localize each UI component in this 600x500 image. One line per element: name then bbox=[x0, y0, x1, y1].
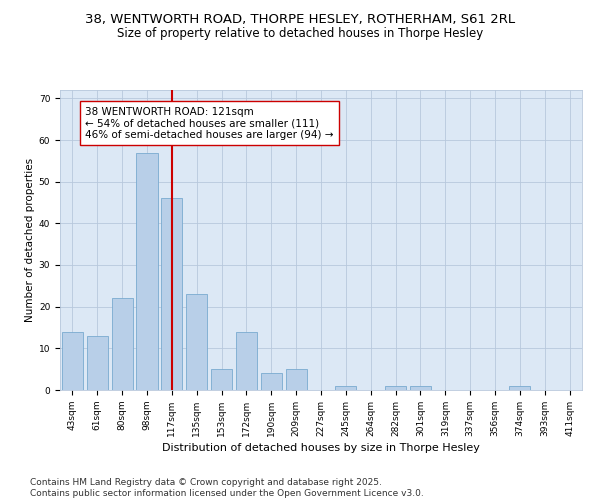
Bar bbox=[236, 332, 257, 390]
Bar bbox=[410, 386, 431, 390]
Bar bbox=[335, 386, 356, 390]
Bar bbox=[261, 374, 282, 390]
Bar bbox=[87, 336, 108, 390]
Bar bbox=[211, 369, 232, 390]
Bar bbox=[186, 294, 207, 390]
Bar bbox=[509, 386, 530, 390]
X-axis label: Distribution of detached houses by size in Thorpe Hesley: Distribution of detached houses by size … bbox=[162, 443, 480, 453]
Bar bbox=[112, 298, 133, 390]
Bar bbox=[385, 386, 406, 390]
Text: Size of property relative to detached houses in Thorpe Hesley: Size of property relative to detached ho… bbox=[117, 28, 483, 40]
Text: 38, WENTWORTH ROAD, THORPE HESLEY, ROTHERHAM, S61 2RL: 38, WENTWORTH ROAD, THORPE HESLEY, ROTHE… bbox=[85, 12, 515, 26]
Y-axis label: Number of detached properties: Number of detached properties bbox=[25, 158, 35, 322]
Text: Contains HM Land Registry data © Crown copyright and database right 2025.
Contai: Contains HM Land Registry data © Crown c… bbox=[30, 478, 424, 498]
Text: 38 WENTWORTH ROAD: 121sqm
← 54% of detached houses are smaller (111)
46% of semi: 38 WENTWORTH ROAD: 121sqm ← 54% of detac… bbox=[85, 106, 334, 140]
Bar bbox=[161, 198, 182, 390]
Bar bbox=[62, 332, 83, 390]
Bar bbox=[136, 152, 158, 390]
Bar bbox=[286, 369, 307, 390]
